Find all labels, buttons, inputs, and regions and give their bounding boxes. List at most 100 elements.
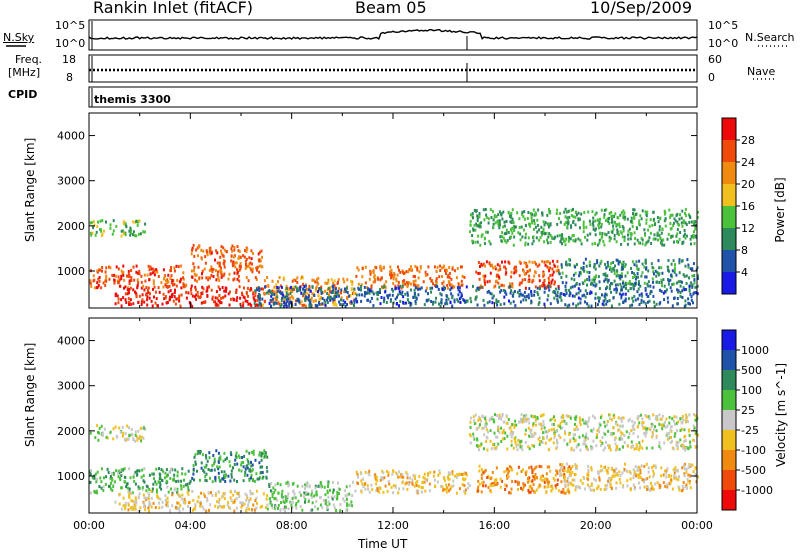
power-cell [503,232,506,236]
power-cell [321,302,324,306]
velocity-cell [114,500,117,504]
velocity-cell [109,487,112,491]
power-cell [351,283,354,287]
velocity-cell [316,507,319,511]
power-cell [492,294,495,298]
velocity-cell [361,482,364,486]
power-cell [616,228,619,232]
freq-tick-bottom: 8 [66,71,73,84]
velocity-cell [528,485,531,489]
velocity-cell [349,503,352,507]
velocity-cell [621,432,624,436]
power-cell [114,302,117,306]
power-cell [579,289,582,293]
power-cell [658,302,661,306]
power-cell [279,284,282,288]
velocity-cell [683,428,686,432]
power-cell [555,269,558,273]
power-cell [476,303,479,307]
power-cell [678,237,681,241]
velocity-cell [313,494,316,498]
power-cell [161,302,164,306]
velocity-cell [660,474,663,478]
velocity-cell [588,416,591,420]
power-cell [637,283,640,286]
velocity-cell [376,479,379,483]
velocity-cell [583,439,586,443]
velocity-cell [346,502,349,506]
power-cell [402,295,405,299]
power-cell [152,267,155,271]
power-cell [660,289,663,293]
power-cell [144,222,147,226]
power-cell [127,269,130,273]
power-cell [612,296,615,300]
velocity-cell [326,491,329,495]
velocity-cell [405,481,408,485]
power-cell [132,230,135,234]
power-cell [659,236,662,240]
velocity-cell [510,466,513,470]
velocity-cell [600,443,602,447]
velocity-cell [598,426,601,430]
power-cell [201,272,203,276]
power-cell [396,295,398,299]
velocity-cell [317,484,320,488]
power-cell [551,278,554,282]
power-cell [291,290,294,293]
power-cell [478,212,481,215]
velocity-cell [112,473,115,477]
power-cell [504,289,507,293]
power-cell [127,297,130,301]
power-cell [304,292,306,296]
velocity-cell [134,503,137,507]
velocity-cell [592,439,595,443]
velocity-cell [518,420,520,424]
power-cell [632,283,635,287]
power-cell [634,213,637,216]
velocity-cell [521,448,524,452]
power-cell [326,296,329,300]
power-cell [524,286,527,290]
power-cell [163,297,166,301]
velocity-cell [440,484,442,488]
velocity-cell [367,487,370,491]
power-cell [216,261,219,265]
power-cell [370,284,373,288]
velocity-cell [458,472,461,476]
power-cell [350,300,353,304]
velocity-cell [628,432,631,435]
velocity-cell [639,471,642,475]
power-cell [524,241,527,245]
velocity-cell [477,489,480,493]
velocity-cell [442,488,445,492]
velocity-cell [508,465,511,469]
power-cell [280,299,283,302]
velocity-cell [659,417,662,421]
power-cell [477,272,480,275]
power-cell [137,301,140,304]
power-cell [523,261,526,265]
velocity-cell [554,484,557,488]
power-cell [570,213,573,217]
power-cell [379,291,381,295]
velocity-cell [455,476,458,479]
velocity-cell [167,490,170,494]
power-cell [578,282,581,286]
velocity-cell [325,502,328,506]
velocity-cell [590,466,593,470]
power-cell [549,266,552,270]
power-cell [185,290,188,294]
velocity-cell [233,478,236,482]
power-cell [258,259,261,263]
velocity-cell [252,452,255,456]
velocity-cell [117,475,120,479]
velocity-cell [219,479,222,483]
power-cell [249,288,252,292]
power-cell [679,291,682,294]
power-cell [372,280,375,284]
power-cell [402,270,404,274]
power-cell [475,296,478,300]
velocity-cell [563,469,566,472]
velocity-cell [357,482,359,485]
